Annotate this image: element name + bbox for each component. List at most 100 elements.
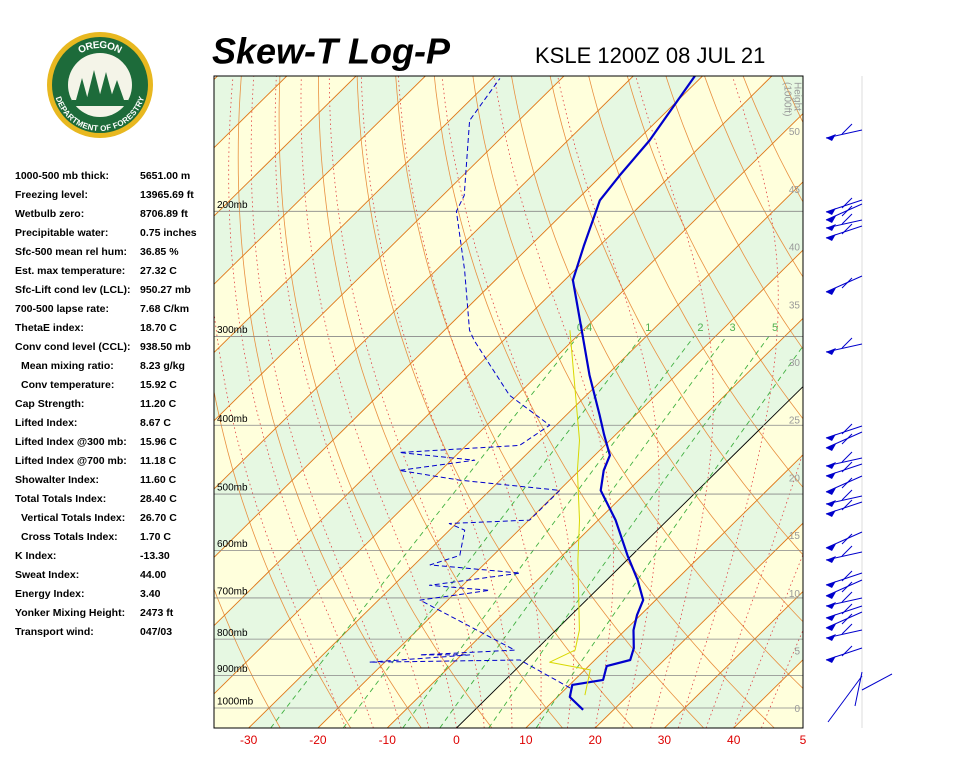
mixing-ratio-label: 1 — [645, 322, 651, 334]
moist-adiabat — [398, 76, 542, 728]
index-value: 8.23 g/kg — [140, 360, 185, 372]
index-value: 8.67 C — [140, 417, 171, 429]
index-value: 36.85 % — [140, 246, 179, 258]
index-label: Sweat Index: — [15, 569, 79, 581]
index-label: Cap Strength: — [15, 398, 84, 410]
barb-feather — [841, 645, 853, 657]
index-label: Showalter Index: — [15, 474, 99, 486]
barb-feather — [841, 613, 853, 625]
moist-adiabat — [228, 76, 374, 728]
pressure-tick-label: 800mb — [217, 628, 248, 639]
isotherm — [872, 76, 960, 728]
index-label: 700-500 lapse rate: — [15, 303, 109, 315]
barb-flag — [826, 434, 836, 441]
moist-adiabat — [635, 76, 714, 728]
dry-adiabat — [278, 76, 493, 728]
barb-feather — [841, 499, 853, 511]
height-tick-label: 0 — [794, 704, 800, 715]
barb-staff — [825, 579, 863, 597]
logo: OREGON DEPARTMENT OF FORESTRY — [47, 32, 153, 138]
barb-feather — [841, 570, 853, 582]
barb-feather — [841, 591, 853, 603]
dry-adiabat — [472, 76, 803, 689]
isotherm — [214, 76, 357, 217]
barb-feather — [841, 461, 853, 473]
barb-flag — [826, 444, 836, 451]
dry-adiabat — [433, 76, 775, 728]
barb-flag — [826, 472, 836, 479]
isotherm — [214, 76, 426, 285]
index-label: Yonker Mixing Height: — [15, 607, 125, 619]
height-tick-label: 30 — [789, 358, 801, 369]
index-value: 1.70 C — [140, 531, 171, 543]
dry-adiabat — [511, 76, 803, 623]
index-label: Energy Index: — [15, 588, 84, 600]
barb-feather — [841, 337, 853, 349]
dry-adiabat — [549, 76, 803, 556]
index-label: Sfc-Lift cond lev (LCL): — [15, 284, 131, 296]
index-value: 3.40 — [140, 588, 161, 600]
dry-adiabat — [214, 587, 281, 728]
barb-feather — [841, 433, 853, 445]
isotherm — [214, 76, 565, 422]
isotherm — [214, 76, 773, 627]
dry-adiabat — [588, 76, 803, 488]
isotherm — [214, 76, 703, 558]
index-value: 0.75 inches — [140, 227, 197, 239]
pressure-tick-label: 400mb — [217, 414, 248, 425]
pressure-tick-label: 1000mb — [217, 697, 254, 708]
isotherm-grid-line — [248, 181, 803, 728]
height-axis-label: Height — [791, 82, 802, 111]
height-tick-label: 20 — [789, 473, 801, 484]
indices-table: 1000-500 mb thick: 5651.00 m Freezing leve… — [15, 170, 197, 638]
diagram-background: 0.4 1 2 3 5 8 — [214, 76, 960, 728]
index-label: Lifted Index @700 mb: — [15, 455, 127, 467]
logo-top: OREGON — [76, 39, 123, 55]
x-tick-label: 30 — [658, 733, 672, 747]
barb-flag — [826, 656, 836, 663]
dry-adiabat — [742, 76, 803, 203]
barb-feather — [841, 581, 853, 593]
barb-feather — [841, 603, 853, 615]
sounding-line — [369, 78, 571, 689]
pressure-tick-label: 200mb — [217, 200, 248, 211]
isotherm-grid-line — [456, 386, 803, 728]
barb-feather — [841, 533, 853, 545]
index-value: -13.30 — [140, 550, 170, 562]
index-label: Lifted Index: — [15, 417, 77, 429]
sounding-line — [549, 330, 591, 696]
dry-adiabat — [356, 76, 634, 728]
barb-flag — [826, 216, 836, 223]
barb-feather — [841, 545, 853, 557]
height-tick-label: 35 — [789, 300, 801, 311]
pressure-tick-label: 700mb — [217, 587, 248, 598]
index-label: Conv temperature: — [21, 379, 114, 391]
grid: -30 -20 -10 0 10 20 30 40 5200mb300mb400mb500mb6… — [214, 82, 807, 747]
index-value: 5651.00 m — [140, 170, 190, 182]
moist-adiabat — [493, 76, 614, 728]
sounding-line — [568, 76, 696, 711]
dry-adiabat — [318, 76, 563, 728]
dry-adiabat — [820, 76, 960, 728]
mixing-ratio-line — [270, 336, 579, 728]
index-label: Precipitable water: — [15, 227, 108, 239]
moist-adiabat — [360, 76, 513, 728]
isotherm-grid-line — [664, 590, 803, 728]
x-tick-label: -10 — [379, 733, 397, 747]
barb-feather — [841, 477, 853, 489]
barb-flag — [826, 224, 836, 231]
profiles — [369, 76, 696, 711]
barb-staff — [825, 431, 863, 449]
x-tick-label: -20 — [309, 733, 327, 747]
index-value: 8706.89 ft — [140, 208, 188, 220]
moist-adiabat — [733, 553, 803, 728]
barb-staff — [825, 611, 863, 629]
mixing-ratio-line — [488, 336, 770, 728]
index-label: Wetbulb zero: — [15, 208, 84, 220]
index-value: 18.70 C — [140, 322, 177, 334]
barb-feather — [841, 277, 853, 289]
dry-adiabat — [898, 76, 960, 728]
barb-feather — [841, 423, 853, 435]
index-label: Est. max temperature: — [15, 265, 125, 277]
barb-staff — [825, 531, 863, 549]
